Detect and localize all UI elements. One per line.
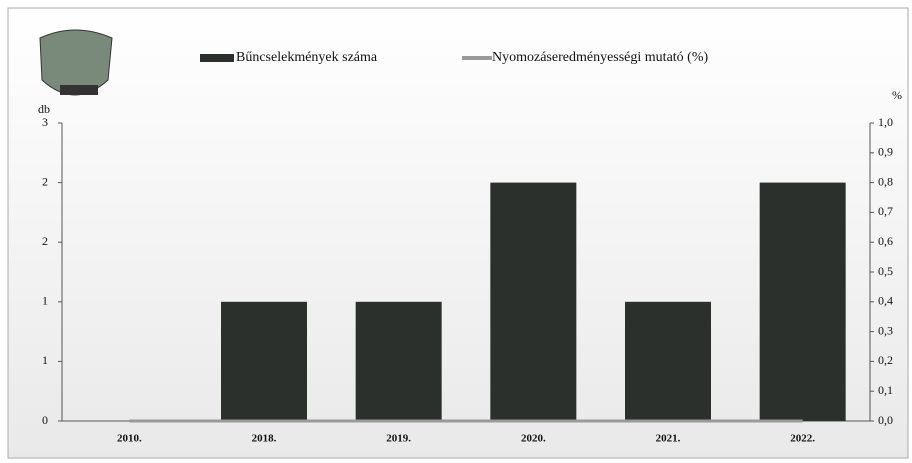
y-tick-label: 3: [42, 115, 48, 129]
logo: [39, 29, 113, 96]
y-tick-label: 1: [42, 294, 48, 308]
y-tick-label: 2: [42, 174, 48, 188]
x-tick-label: 2021.: [656, 433, 681, 445]
legend-label: Nyomozáseredményességi mutató (%): [492, 50, 708, 65]
y-tick-label: 0: [42, 413, 48, 427]
y2-tick-label: 0,3: [878, 323, 893, 337]
bar: [625, 301, 711, 421]
chart-frame: [7, 7, 909, 459]
x-tick-label: 2018.: [252, 433, 277, 445]
y-axis-title: db: [38, 102, 50, 116]
x-tick-label: 2020.: [521, 433, 546, 445]
y-tick-label: 2: [42, 234, 48, 248]
y-tick-label: 1: [42, 353, 48, 367]
y2-tick-label: 0,5: [878, 264, 893, 278]
bar: [490, 182, 577, 421]
y2-tick-label: 0,0: [878, 413, 893, 427]
y2-tick-label: 0,9: [878, 145, 893, 159]
bar: [759, 182, 846, 421]
y2-tick-label: 0,1: [878, 383, 893, 397]
y2-tick-label: 0,6: [878, 234, 893, 248]
y2-tick-label: 1,0: [878, 115, 893, 129]
x-tick-label: 2019.: [386, 433, 411, 445]
x-tick-label: 2010.: [117, 433, 142, 445]
y2-tick-label: 0,2: [878, 353, 893, 367]
x-tick-label: 2022.: [790, 433, 815, 445]
y2-tick-label: 0,8: [878, 174, 893, 188]
y2-axis-title: %: [892, 88, 902, 102]
y2-tick-label: 0,7: [878, 204, 893, 218]
bar: [221, 301, 307, 421]
bar: [355, 301, 442, 421]
legend-swatch: [200, 54, 234, 62]
y2-tick-label: 0,4: [878, 294, 893, 308]
legend-label: Bűncselekmények száma: [236, 50, 378, 65]
